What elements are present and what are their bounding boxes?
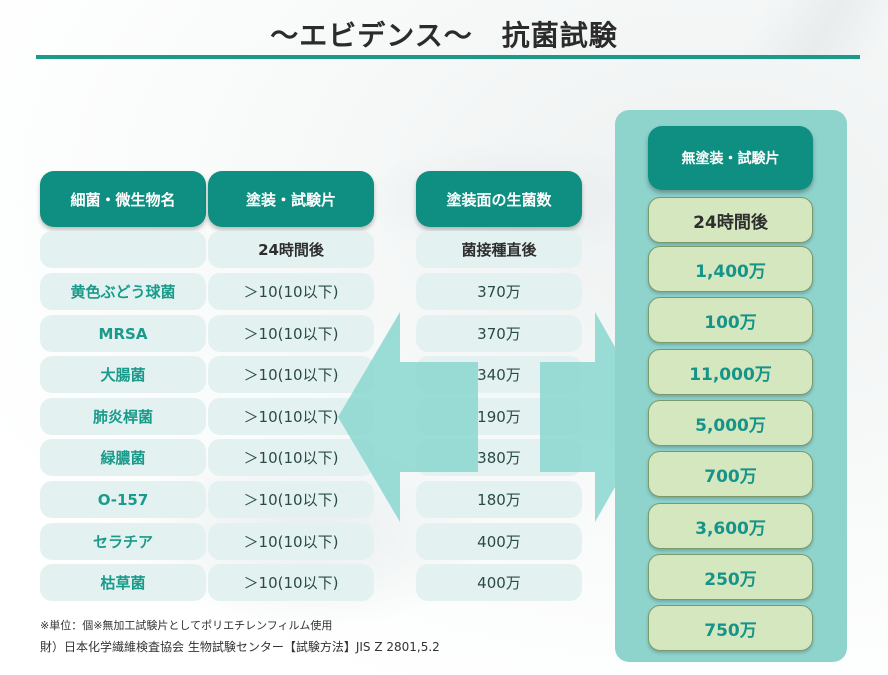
initial-count-cell: 370万 xyxy=(416,273,582,310)
unit-note: ※単位：個※無加工試験片としてポリエチレンフィルム使用 xyxy=(40,619,333,632)
coated-result-cell: ＞10(10以下) xyxy=(208,273,374,310)
bacteria-name-cell: 大腸菌 xyxy=(40,356,206,393)
background-decoration xyxy=(700,0,888,60)
coated-result-cell: ＞10(10以下) xyxy=(208,315,374,352)
uncoated-result-cell: 700万 xyxy=(648,451,813,497)
coated-result-cell: ＞10(10以下) xyxy=(208,481,374,518)
header-coated: 塗装・試験片 xyxy=(208,171,374,227)
subheader-count: 菌接種直後 xyxy=(416,231,582,268)
bacteria-name-cell: 緑膿菌 xyxy=(40,439,206,476)
bacteria-name-cell: MRSA xyxy=(40,315,206,352)
uncoated-result-cell: 11,000万 xyxy=(648,349,813,395)
subheader-bacteria xyxy=(40,231,206,268)
uncoated-result-cell: 250万 xyxy=(648,554,813,600)
bacteria-name-cell: 枯草菌 xyxy=(40,564,206,601)
arrow-left-icon xyxy=(338,312,478,522)
uncoated-result-cell: 100万 xyxy=(648,297,813,343)
arrow-right-icon xyxy=(540,312,655,522)
initial-count-cell: 400万 xyxy=(416,523,582,560)
initial-count-cell: 400万 xyxy=(416,564,582,601)
bacteria-name-cell: セラチア xyxy=(40,523,206,560)
bacteria-name-cell: 肺炎桿菌 xyxy=(40,398,206,435)
coated-result-cell: ＞10(10以下) xyxy=(208,439,374,476)
initial-count-cell: 370万 xyxy=(416,315,582,352)
bacteria-name-cell: O-157 xyxy=(40,481,206,518)
subheader-coated: 24時間後 xyxy=(208,231,374,268)
initial-count-cell: 180万 xyxy=(416,481,582,518)
subheader-uncoated: 24時間後 xyxy=(648,197,813,243)
coated-result-cell: ＞10(10以下) xyxy=(208,564,374,601)
page-title: 〜エビデンス〜 抗菌試験 xyxy=(270,19,618,52)
uncoated-result-cell: 1,400万 xyxy=(648,246,813,292)
header-bacteria: 細菌・微生物名 xyxy=(40,171,206,227)
header-count: 塗装面の生菌数 xyxy=(416,171,582,227)
bacteria-name-cell: 黄色ぶどう球菌 xyxy=(40,273,206,310)
title-underline xyxy=(36,55,860,59)
header-uncoated: 無塗装・試験片 xyxy=(648,126,813,190)
uncoated-result-cell: 5,000万 xyxy=(648,400,813,446)
coated-result-cell: ＞10(10以下) xyxy=(208,523,374,560)
coated-result-cell: ＞10(10以下) xyxy=(208,356,374,393)
source-note: 財）日本化学繊維検査協会 生物試験センター【試験方法】JIS Z 2801,5.… xyxy=(40,640,440,654)
uncoated-result-cell: 750万 xyxy=(648,605,813,651)
uncoated-result-cell: 3,600万 xyxy=(648,503,813,549)
